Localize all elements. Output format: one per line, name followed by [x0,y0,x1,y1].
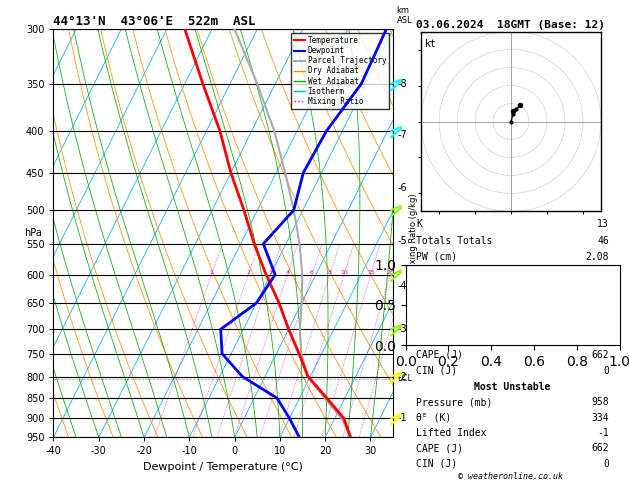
Text: 0: 0 [603,366,609,376]
Text: Dewp (°C): Dewp (°C) [416,301,469,311]
Text: 44°13'N  43°06'E  522m  ASL: 44°13'N 43°06'E 522m ASL [53,15,256,28]
Text: 4: 4 [286,270,289,275]
Text: 6: 6 [310,270,314,275]
Text: 13: 13 [597,219,609,229]
Text: -6: -6 [397,183,407,193]
Text: CAPE (J): CAPE (J) [416,443,464,453]
Text: -2: -2 [397,371,407,382]
Text: Most Unstable: Most Unstable [474,382,551,392]
Text: © weatheronline.co.uk: © weatheronline.co.uk [459,472,563,481]
Text: 2.08: 2.08 [586,252,609,262]
Text: 15: 15 [367,270,375,275]
Text: 662: 662 [591,349,609,360]
Text: Temp (°C): Temp (°C) [416,284,469,295]
Text: Surface: Surface [492,268,533,278]
Text: 334: 334 [591,413,609,422]
Text: Lifted Index: Lifted Index [416,428,487,438]
Text: 1: 1 [209,270,213,275]
Text: 46: 46 [597,236,609,245]
Text: 14.3: 14.3 [586,301,609,311]
Text: 25.6: 25.6 [586,284,609,295]
Text: -1: -1 [397,413,407,423]
Text: -3: -3 [397,324,407,334]
Text: 334: 334 [591,317,609,327]
Text: 10: 10 [340,270,348,275]
Text: 03.06.2024  18GMT (Base: 12): 03.06.2024 18GMT (Base: 12) [416,20,605,31]
Text: Totals Totals: Totals Totals [416,236,493,245]
Text: -1: -1 [597,428,609,438]
Text: CIN (J): CIN (J) [416,459,457,469]
Text: hPa: hPa [24,228,42,238]
Text: θᴱ(K): θᴱ(K) [416,317,446,327]
Text: 662: 662 [591,443,609,453]
Text: -4: -4 [397,281,407,291]
Text: Lifted Index: Lifted Index [416,333,487,343]
Text: kt: kt [425,39,437,49]
Text: LCL: LCL [397,374,413,383]
Text: 0: 0 [603,459,609,469]
Text: -1: -1 [597,333,609,343]
Text: 2: 2 [246,270,250,275]
Text: -7: -7 [397,130,407,140]
Text: PW (cm): PW (cm) [416,252,457,262]
Text: 20: 20 [386,270,394,275]
Text: K: K [416,219,422,229]
Text: Pressure (mb): Pressure (mb) [416,397,493,407]
X-axis label: Dewpoint / Temperature (°C): Dewpoint / Temperature (°C) [143,462,303,472]
Text: 8: 8 [328,270,331,275]
Text: 3: 3 [269,270,273,275]
Text: CAPE (J): CAPE (J) [416,349,464,360]
Text: -5: -5 [397,236,407,245]
Text: θᴱ (K): θᴱ (K) [416,413,452,422]
Text: -8: -8 [397,79,407,89]
Text: km
ASL: km ASL [396,6,412,25]
Text: 958: 958 [591,397,609,407]
Text: CIN (J): CIN (J) [416,366,457,376]
Legend: Temperature, Dewpoint, Parcel Trajectory, Dry Adiabat, Wet Adiabat, Isotherm, Mi: Temperature, Dewpoint, Parcel Trajectory… [291,33,389,109]
Text: Mixing Ratio (g/kg): Mixing Ratio (g/kg) [409,193,418,273]
